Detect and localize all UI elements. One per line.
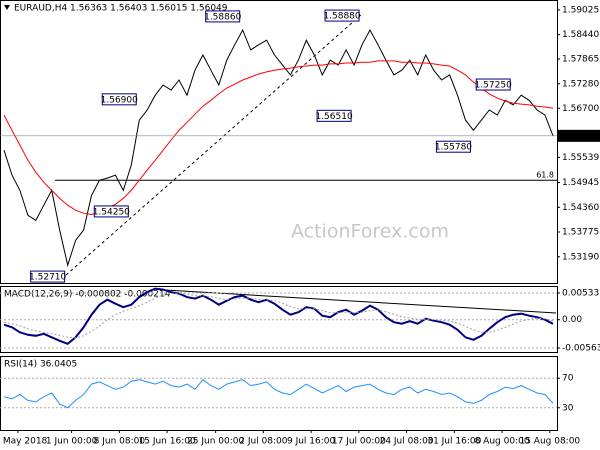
annotation-box (205, 10, 241, 23)
annotation-label: 1.54250 (93, 207, 130, 217)
panel-border (0, 356, 558, 431)
y-tick-label: 30 (562, 403, 574, 413)
y-tick-label: 0.00 (562, 315, 582, 325)
x-tick-label: 15 Aug 08:00 (519, 437, 580, 447)
annotation-label: 1.57250 (475, 81, 512, 91)
annotation-box (101, 93, 137, 106)
annotation-label: 1.55780 (435, 143, 472, 153)
panel-title: MACD(12,26,9) -0.000802 -0.000214 (4, 290, 171, 300)
y-tick-label: 1.57865 (562, 55, 599, 65)
x-tick-label: 17 Jul 00:00 (332, 437, 386, 447)
macd-trend-line (164, 289, 557, 314)
x-tick-label: 2 Jul 08:00 (239, 437, 288, 447)
annotation-box (324, 9, 360, 22)
panel-title: EURAUD,H4 1.56363 1.56403 1.56015 1.5604… (14, 4, 228, 14)
annotation-box (435, 140, 471, 153)
panel-border (0, 0, 558, 284)
y-tick-label: 1.53775 (562, 228, 599, 238)
series-line (3, 292, 554, 339)
series-line (3, 60, 554, 216)
x-tick-label: 9 Jul 16:00 (287, 437, 336, 447)
y-tick-label: 1.55539 (562, 153, 599, 163)
x-tick-label: 24 May 2018 (0, 437, 48, 447)
y-tick-label: 1.54360 (562, 203, 599, 213)
annotation-box (30, 270, 66, 283)
series-line (3, 28, 554, 268)
x-tick-label: 15 Jun 16:00 (139, 437, 196, 447)
y-tick-label: 1.56700 (562, 104, 599, 114)
x-tick-label: 8 Aug 00:00 (475, 437, 530, 447)
annotation-label: 1.58860 (204, 12, 241, 22)
x-tick-label: 31 Jul 16:00 (427, 437, 481, 447)
y-tick-label: -0.00563 (562, 343, 600, 353)
y-tick-label: 1.53190 (562, 252, 599, 262)
annotation-label: 1.56510 (315, 112, 352, 122)
y-tick-label: 1.57280 (562, 79, 599, 89)
watermark: ActionForex.com (291, 221, 449, 243)
series-line (3, 287, 554, 345)
y-tick-label: 1.59025 (562, 5, 599, 15)
x-tick-label: 8 Jun 08:00 (94, 437, 146, 447)
x-tick-label: 24 Jul 08:00 (380, 437, 434, 447)
fib-label: 61.8 (536, 171, 554, 180)
annotation-label: 1.52710 (29, 273, 66, 283)
annotation-label: 1.58880 (323, 12, 360, 22)
annotation-box (93, 205, 129, 218)
title-icon (4, 5, 10, 10)
y-tick-label: 1.58440 (562, 30, 599, 40)
y-tick-label: 70 (562, 374, 574, 384)
last-price-label: 1.56049 (561, 131, 598, 141)
series-line (3, 379, 554, 409)
annotation-box (475, 78, 511, 91)
last-price-box (558, 129, 600, 142)
annotation-label: 1.56900 (101, 95, 138, 105)
annotation-box (316, 109, 352, 122)
panel-title: RSI(14) 36.0405 (4, 360, 77, 370)
y-tick-label: 1.54945 (562, 178, 599, 188)
x-tick-label: 25 Jun 00:00 (187, 437, 244, 447)
y-tick-label: 0.00533 (562, 288, 599, 298)
x-tick-label: 1 Jun 00:00 (46, 437, 98, 447)
